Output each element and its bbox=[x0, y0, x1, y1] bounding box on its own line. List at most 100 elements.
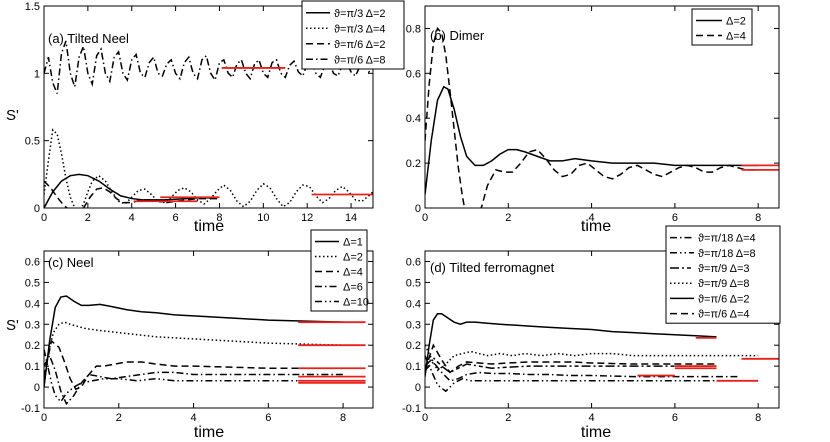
panel-b-title: (b) Dimer bbox=[430, 28, 485, 43]
panel-b-xtick-label: 2 bbox=[505, 212, 511, 224]
panel-a-xtick-label: 2 bbox=[85, 212, 91, 224]
panel-b-xlabel: time bbox=[581, 218, 611, 235]
panel-b-legend-label: Δ=4 bbox=[726, 31, 746, 43]
panel-a-xtick-label: 6 bbox=[173, 212, 179, 224]
panel-c-xtick-label: 8 bbox=[340, 412, 346, 424]
panel-c-legend-box bbox=[310, 229, 368, 312]
panel-b-xtick-label: 4 bbox=[589, 212, 595, 224]
panel-d-series-6 bbox=[425, 343, 717, 374]
panel-a-legend: ϑ=π/3 Δ=2 ϑ=π/3 Δ=4 ϑ=π/6 Δ=2 ϑ=π/6 Δ=8 bbox=[301, 0, 405, 70]
panel-a-ytick-label: 1.5 bbox=[25, 1, 40, 13]
panel-c-series-1 bbox=[44, 295, 344, 388]
panel-d-ytick-label: 0.6 bbox=[406, 256, 421, 268]
panel-b-series-2 bbox=[425, 26, 759, 208]
panel-a-xtick-label: 8 bbox=[216, 212, 222, 224]
panel-b-series-1 bbox=[425, 85, 759, 195]
panel-b-xtick-label: 0 bbox=[422, 212, 428, 224]
panel-b-frame bbox=[424, 5, 780, 209]
panel-a-series-4 bbox=[44, 40, 373, 94]
panel-c-xtick-label: 4 bbox=[190, 412, 196, 424]
panel-c-ytick-label: 0.2 bbox=[25, 340, 40, 352]
panel-a-legend-label: ϑ=π/3 Δ=4 bbox=[334, 23, 386, 35]
panel-a-legend-label: ϑ=π/6 Δ=8 bbox=[334, 54, 386, 66]
panel-a-xtick-label: 14 bbox=[345, 212, 357, 224]
panel-c-ytick-label: 0 bbox=[34, 382, 40, 394]
panel-b-ytick-label: 0 bbox=[415, 203, 421, 215]
panel-c-xtick-label: 0 bbox=[41, 412, 47, 424]
panel-d-legend-label: ϑ=π/9 Δ=8 bbox=[698, 278, 750, 290]
panel-d-frame bbox=[424, 250, 780, 409]
panel-d-series-2 bbox=[425, 355, 738, 393]
panel-d-series-4 bbox=[425, 344, 759, 372]
panel-a-ytick-label: 0.5 bbox=[25, 136, 40, 148]
panel-d-xtick-label: 8 bbox=[755, 412, 761, 424]
panel-c-series-3 bbox=[44, 339, 344, 391]
panel-d-xtick-label: 6 bbox=[672, 412, 678, 424]
panel-d-title: (d) Tilted ferromagnet bbox=[430, 260, 555, 275]
panel-a-series-1 bbox=[44, 173, 220, 208]
panel-b-legend-box bbox=[691, 8, 753, 46]
panel-c-ylabel: S' bbox=[6, 317, 19, 334]
panel-c-legend-label: Δ=2 bbox=[343, 252, 363, 264]
panel-a-xtick-label: 4 bbox=[129, 212, 135, 224]
panel-d-series-1 bbox=[425, 360, 738, 382]
panel-c-title: (c) Neel bbox=[48, 255, 94, 270]
panel-c-legend-label: Δ=1 bbox=[343, 237, 363, 249]
panel-d-legend-label: ϑ=π/6 Δ=2 bbox=[698, 293, 750, 305]
panel-c-ytick-label: 0.3 bbox=[25, 319, 40, 331]
panel-c-legend-label: Δ=10 bbox=[343, 297, 369, 309]
panel-a-frame bbox=[43, 5, 374, 209]
panel-c-neel: 0 2 4 6 8-0.100.10.20.30.40.50.6 (c) Neel ti… bbox=[6, 229, 374, 441]
panel-c-legend: Δ=1 Δ=2 Δ=4 Δ=6 Δ=10 bbox=[310, 229, 369, 312]
panel-a-xlabel: time bbox=[194, 218, 224, 235]
panel-d-series-5 bbox=[425, 313, 717, 377]
panel-d-xtick-label: 2 bbox=[505, 412, 511, 424]
panel-b-ytick-label: 0.2 bbox=[406, 158, 421, 170]
panel-d-ytick-label: -0.1 bbox=[402, 403, 421, 415]
panel-d-ytick-label: 0.1 bbox=[406, 361, 421, 373]
panel-d-tilted-ferromagnet: 0 2 4 6 8-0.100.10.20.30.40.50.6 (d) Tilted … bbox=[402, 225, 781, 441]
panel-c-ytick-label: 0.6 bbox=[25, 256, 40, 268]
panel-c-ytick-label: 0.5 bbox=[25, 277, 40, 289]
panel-c-legend-label: Δ=4 bbox=[343, 267, 363, 279]
panel-b-dimer: 0 2 4 6 800.20.40.60.8 (b) Dimer time Δ=2Δ=4 bbox=[406, 5, 780, 235]
panel-d-ytick-label: 0 bbox=[415, 382, 421, 394]
panel-a-ytick-label: 1 bbox=[34, 68, 40, 80]
panel-d-legend-label: ϑ=π/6 Δ=4 bbox=[698, 309, 750, 321]
panel-d-legend-label: ϑ=π/9 Δ=3 bbox=[698, 263, 750, 275]
panel-a-xtick-label: 0 bbox=[41, 212, 47, 224]
panel-b-xtick-label: 6 bbox=[672, 212, 678, 224]
panel-d-series-3 bbox=[425, 356, 717, 374]
panel-d-legend-label: ϑ=π/18 Δ=8 bbox=[698, 248, 756, 260]
panel-d-xtick-label: 0 bbox=[422, 412, 428, 424]
panel-c-legend-label: Δ=6 bbox=[343, 282, 363, 294]
panel-d-legend: ϑ=π/18 Δ=4 ϑ=π/18 Δ=8 ϑ=π/9 Δ=3 ϑ=π/9 Δ=8 ϑ=… bbox=[665, 225, 781, 324]
panel-a-title: (a) Tilted Neel bbox=[48, 31, 129, 46]
panel-b-ytick-label: 0.8 bbox=[406, 23, 421, 35]
panel-a-ylabel: S' bbox=[6, 107, 19, 124]
panel-c-xtick-label: 2 bbox=[116, 412, 122, 424]
panel-b-legend: Δ=2Δ=4 bbox=[691, 8, 753, 46]
panel-d-legend-label: ϑ=π/18 Δ=4 bbox=[698, 233, 756, 245]
panel-a-legend-label: ϑ=π/6 Δ=2 bbox=[334, 39, 386, 51]
panel-d-xtick-label: 4 bbox=[589, 412, 595, 424]
panel-d-ytick-label: 0.5 bbox=[406, 277, 421, 289]
panel-c-series-5 bbox=[44, 349, 344, 403]
panel-b-ytick-label: 0.6 bbox=[406, 68, 421, 80]
panel-d-ytick-label: 0.2 bbox=[406, 340, 421, 352]
panel-d-xlabel: time bbox=[581, 424, 611, 441]
panel-c-frame bbox=[43, 250, 374, 409]
panel-d-ytick-label: 0.4 bbox=[406, 298, 421, 310]
panel-d-ytick-label: 0.3 bbox=[406, 319, 421, 331]
panel-a-ytick-label: 0 bbox=[34, 203, 40, 215]
panel-c-xlabel: time bbox=[194, 424, 224, 441]
panel-c-series-2 bbox=[44, 321, 344, 388]
panel-a-xtick-label: 12 bbox=[301, 212, 313, 224]
panel-a-xtick-label: 10 bbox=[257, 212, 269, 224]
panel-d-legend-box bbox=[665, 225, 781, 324]
panel-c-ytick-label: 0.4 bbox=[25, 298, 40, 310]
panel-a-legend-label: ϑ=π/3 Δ=2 bbox=[334, 8, 386, 20]
panel-b-ytick-label: 0.4 bbox=[406, 113, 421, 125]
panel-b-legend-label: Δ=2 bbox=[726, 16, 746, 28]
